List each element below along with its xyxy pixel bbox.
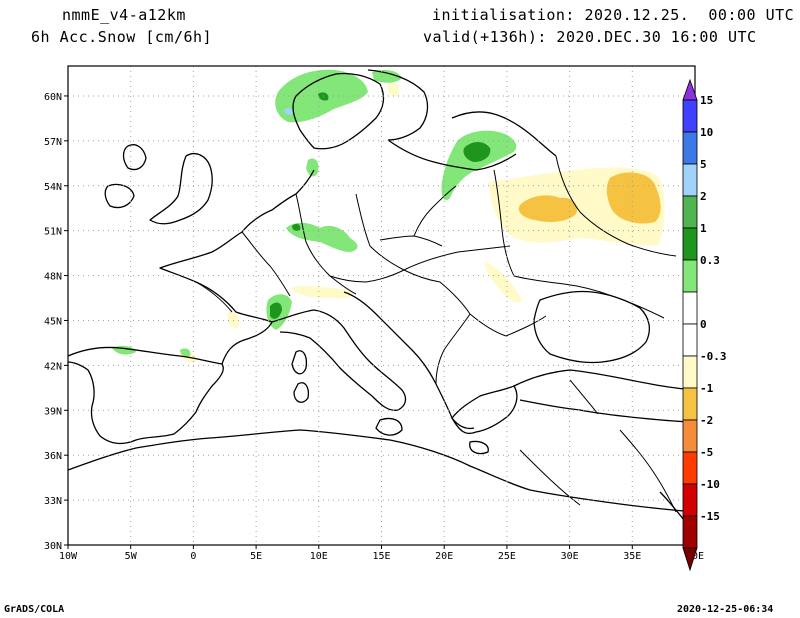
snow-field-orange-1 [606, 172, 661, 224]
longitude-axis: 10W 5W 0 5E 10E 15E 20E 25E 30E 35E 40E [59, 545, 704, 562]
snow-field-green-denmark [306, 158, 319, 177]
lat-tick-label: 39N [44, 406, 62, 417]
lon-tick-label: 5W [125, 551, 138, 562]
lat-tick-label: 30N [44, 541, 62, 552]
software-credit: GrADS/COLA [4, 604, 65, 615]
colorbar-label: 2 [700, 190, 707, 203]
variable-title: 6h Acc.Snow [cm/6h] [31, 28, 213, 46]
snow-field-blue-scand [284, 107, 293, 115]
lat-tick-label: 45N [44, 316, 62, 327]
colorbar-segment [682, 387, 698, 421]
colorbar-label: -1 [700, 382, 714, 395]
snow-field-green-pyrenees [180, 348, 191, 357]
colorbar-segment [682, 419, 698, 453]
lat-tick-label: 33N [44, 496, 62, 507]
snow-field-green-baltic [441, 130, 517, 201]
snow-field-mid-green-scand [318, 92, 329, 101]
colorbar: 15 10 5 2 1 0.3 0 -0.3 -1 -2 -5 -10 -15 [682, 78, 727, 572]
snow-field-mid-green-alps [270, 302, 282, 319]
lon-tick-label: 0 [190, 551, 196, 562]
lat-tick-label: 36N [44, 451, 62, 462]
colorbar-label: -5 [700, 446, 713, 459]
snow-field-green-scand-2 [372, 70, 402, 83]
lat-tick-label: 57N [44, 137, 62, 148]
lon-tick-label: 40E [686, 551, 704, 562]
colorbar-bottom-arrow [682, 547, 698, 572]
initialisation-time: initialisation: 2020.12.25. 00:00 UTC [432, 6, 795, 24]
lon-tick-label: 10E [310, 551, 328, 562]
latitude-axis: 60N 57N 54N 51N 48N 45N 42N 39N 36N 33N 30N [44, 92, 68, 552]
lat-tick-label: 48N [44, 272, 62, 283]
lon-tick-label: 5E [250, 551, 262, 562]
colorbar-label: 0.3 [700, 254, 720, 267]
colorbar-segment [682, 195, 698, 229]
lat-tick-label: 60N [44, 92, 62, 103]
lon-tick-label: 30E [561, 551, 579, 562]
snow-field-light-yellow-5 [387, 82, 400, 97]
colorbar-segment [682, 227, 698, 261]
snow-field-orange-2 [518, 195, 578, 222]
lon-tick-label: 20E [435, 551, 453, 562]
colorbar-label: -0.3 [700, 350, 727, 363]
colorbar-label: -2 [700, 414, 713, 427]
colorbar-label: 15 [700, 94, 713, 107]
colorbar-segment [682, 515, 698, 549]
valid-time: valid(+136h): 2020.DEC.30 16:00 UTC [423, 28, 757, 46]
lat-tick-label: 42N [44, 361, 62, 372]
colorbar-segment [682, 451, 698, 485]
snow-field-green-germany [286, 222, 358, 252]
colorbar-segment [682, 291, 698, 325]
model-title: nmmE_v4-a12km [62, 6, 186, 24]
colorbar-label: 0 [700, 318, 707, 331]
colorbar-label: -10 [700, 478, 720, 491]
colorbar-segment [682, 323, 698, 357]
colorbar-segment [682, 259, 698, 293]
colorbar-label: -15 [700, 510, 720, 523]
colorbar-segment [682, 99, 698, 133]
colorbar-segment [682, 131, 698, 165]
colorbar-label: 1 [700, 222, 707, 235]
render-timestamp: 2020-12-25-06:34 [677, 604, 774, 615]
snow-field-mid-green-germany [292, 223, 301, 231]
colorbar-segment [682, 483, 698, 517]
lat-tick-label: 54N [44, 182, 62, 193]
colorbar-label: 10 [700, 126, 713, 139]
colorbar-segment [682, 163, 698, 197]
lon-tick-label: 15E [372, 551, 390, 562]
snow-field-light-yellow-4 [290, 286, 355, 299]
map-area [67, 65, 696, 546]
lat-tick-label: 51N [44, 227, 62, 238]
colorbar-label: 5 [700, 158, 707, 171]
snow-field-mid-green-baltic [463, 142, 491, 162]
lon-tick-label: 10W [59, 551, 78, 562]
lon-tick-label: 35E [623, 551, 641, 562]
coastlines [67, 69, 696, 541]
colorbar-segment [682, 355, 698, 389]
lon-tick-label: 25E [498, 551, 516, 562]
snow-field-light-yellow-2 [484, 262, 522, 303]
